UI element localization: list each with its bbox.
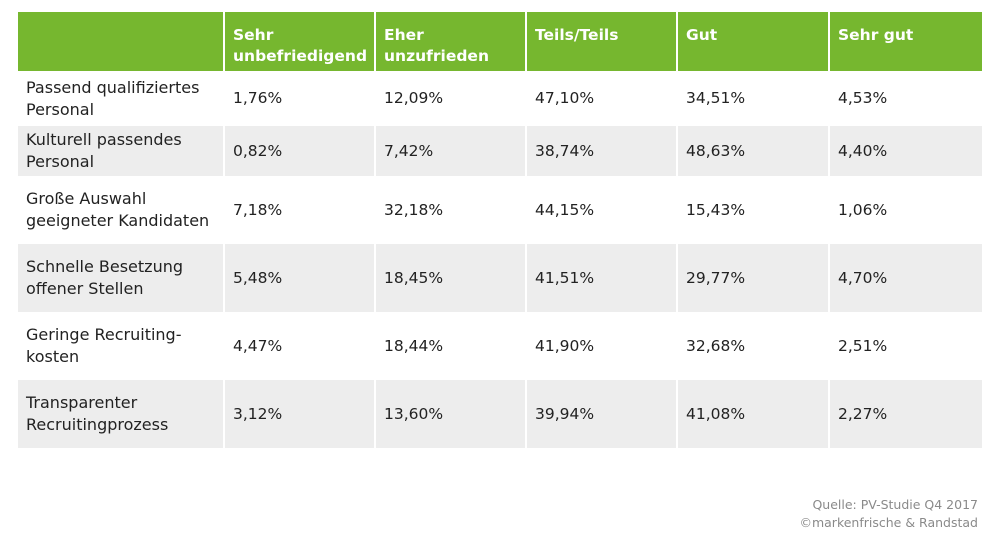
value-cell: 34,51% [676,71,829,126]
row-label: Transparenter Recruitingprozess [18,380,224,448]
row-label: Schnelle Besetzung offener Stellen [18,244,224,312]
header-text: Gut [686,26,718,44]
value-cell: 47,10% [525,71,677,126]
value-cell: 39,94% [525,380,677,448]
value-cell: 15,43% [676,176,829,244]
value-cell: 32,68% [676,312,829,380]
row-label-line: Passend qualifiziertes [26,77,200,97]
value-cell: 4,70% [828,244,982,312]
header-text: Sehr [233,26,274,44]
header-text: Teils/Teils [535,26,619,44]
header-row: Sehr unbefriedigend Eher unzufrieden Tei… [18,12,982,71]
row-label-line: Personal [26,99,95,119]
header-cell-gut: Gut [676,12,829,71]
value-cell: 29,77% [676,244,829,312]
results-table-container: Sehr unbefriedigend Eher unzufrieden Tei… [18,12,982,448]
row-label-line: Schnelle Besetzung [26,257,184,276]
value-cell: 44,15% [525,176,677,244]
value-cell: 4,47% [223,312,375,380]
value-cell: 41,90% [525,312,677,380]
value-cell: 12,09% [374,71,526,126]
row-label-line: Geringe Recruiting- [26,325,182,344]
value-cell: 2,27% [828,380,982,448]
header-text: unzufrieden [384,47,489,65]
header-cell-teils-teils: Teils/Teils [525,12,677,71]
source-line: Quelle: PV-Studie Q4 2017 [812,497,978,512]
row-label: Kulturell passendes Personal [18,126,224,176]
row-label-line: geeigneter Kandidaten [26,211,210,230]
value-cell: 48,63% [676,126,829,176]
value-cell: 7,42% [374,126,526,176]
row-label-line: Große Auswahl [26,189,147,208]
row-label-line: Kulturell passendes [26,130,182,149]
row-label-line: offener Stellen [26,279,144,298]
table-row: Geringe Recruiting- kosten 4,47% 18,44% … [18,312,982,380]
value-cell: 5,48% [223,244,375,312]
copyright-line: ©markenfrische & Randstad [799,515,978,530]
value-cell: 13,60% [374,380,526,448]
header-text: Eher [384,26,424,44]
value-cell: 41,51% [525,244,677,312]
table-row: Transparenter Recruitingprozess 3,12% 13… [18,380,982,448]
value-cell: 2,51% [828,312,982,380]
value-cell: 18,44% [374,312,526,380]
row-label-line: Recruitingprozess [26,415,169,434]
value-cell: 18,45% [374,244,526,312]
header-cell-eher-unzufrieden: Eher unzufrieden [374,12,526,71]
row-label-line: Transparenter [26,393,138,412]
table-row: Kulturell passendes Personal 0,82% 7,42%… [18,126,982,176]
header-cell-empty [18,12,224,71]
header-cell-sehr-unbefriedigend: Sehr unbefriedigend [223,12,375,71]
table-row: Schnelle Besetzung offener Stellen 5,48%… [18,244,982,312]
value-cell: 32,18% [374,176,526,244]
value-cell: 0,82% [223,126,375,176]
value-cell: 38,74% [525,126,677,176]
table-row: Passend qualifiziertes Personal 1,76% 12… [18,71,982,126]
header-cell-sehr-gut: Sehr gut [828,12,982,71]
source-note: Quelle: PV-Studie Q4 2017 ©markenfrische… [799,496,978,532]
results-table: Sehr unbefriedigend Eher unzufrieden Tei… [18,12,982,448]
value-cell: 1,06% [828,176,982,244]
row-label-line: Personal [26,152,95,171]
row-label: Passend qualifiziertes Personal [18,71,224,126]
row-label: Große Auswahl geeigneter Kandidaten [18,176,224,244]
value-cell: 4,53% [828,71,982,126]
row-label: Geringe Recruiting- kosten [18,312,224,380]
header-text: unbefriedigend [233,47,368,65]
table-row: Große Auswahl geeigneter Kandidaten 7,18… [18,176,982,244]
value-cell: 1,76% [223,71,375,126]
value-cell: 3,12% [223,380,375,448]
value-cell: 41,08% [676,380,829,448]
value-cell: 7,18% [223,176,375,244]
value-cell: 4,40% [828,126,982,176]
row-label-line: kosten [26,347,80,366]
header-text: Sehr gut [838,26,914,44]
